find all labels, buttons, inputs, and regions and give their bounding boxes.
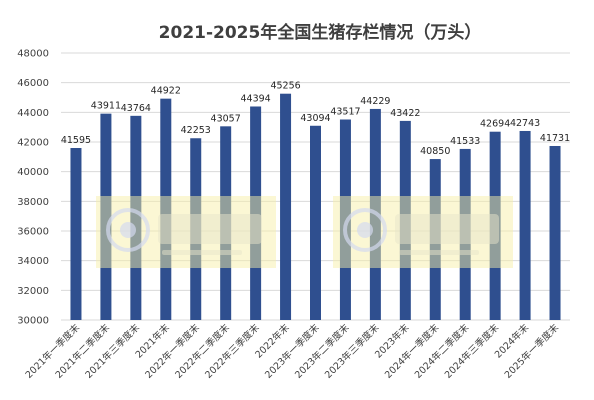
x-tick-label: 2024年三季度末 bbox=[442, 321, 502, 381]
bar bbox=[250, 106, 262, 320]
x-tick-label: 2024年二季度末 bbox=[412, 321, 472, 381]
bar bbox=[70, 148, 82, 320]
y-tick-label: 48000 bbox=[17, 49, 49, 60]
data-label: 43911 bbox=[91, 101, 121, 112]
x-tick-label: 2023年一季度末 bbox=[262, 321, 322, 381]
bar bbox=[130, 115, 142, 320]
bar bbox=[339, 119, 351, 320]
x-tick-label: 2025年一季度末 bbox=[502, 321, 562, 381]
x-tick-label: 2021年一季度末 bbox=[23, 321, 83, 381]
data-label: 42743 bbox=[510, 118, 540, 129]
bar bbox=[310, 125, 321, 320]
data-label: 45256 bbox=[270, 81, 300, 92]
y-tick-label: 42000 bbox=[17, 138, 49, 149]
x-tick-label: 2024年一季度末 bbox=[382, 321, 442, 381]
y-tick-label: 34000 bbox=[17, 256, 49, 267]
bar bbox=[100, 113, 112, 320]
x-tick-label: 2023年二季度末 bbox=[292, 321, 352, 381]
y-tick-label: 38000 bbox=[17, 197, 49, 208]
data-label: 43517 bbox=[330, 106, 360, 117]
bar bbox=[549, 145, 561, 320]
bar bbox=[280, 93, 292, 320]
x-tick-label: 2021年三季度末 bbox=[83, 321, 143, 381]
data-label: 43422 bbox=[390, 108, 420, 119]
data-label: 43094 bbox=[300, 113, 330, 124]
watermark-logo bbox=[96, 196, 276, 268]
data-label: 42253 bbox=[181, 125, 211, 136]
x-tick-label: 2021年二季度末 bbox=[53, 321, 113, 381]
data-label: 43764 bbox=[121, 103, 151, 114]
y-tick-label: 30000 bbox=[17, 316, 49, 327]
data-label: 44229 bbox=[360, 96, 390, 107]
x-tick-label: 2022年三季度末 bbox=[203, 321, 263, 381]
y-tick-label: 44000 bbox=[17, 108, 49, 119]
y-tick-label: 32000 bbox=[17, 286, 49, 297]
watermarks bbox=[96, 196, 513, 268]
chart-title: 2021-2025年全国生猪存栏情况（万头） bbox=[159, 22, 482, 43]
bar bbox=[519, 130, 531, 320]
data-label: 43057 bbox=[211, 113, 241, 124]
x-tick-label: 2022年一季度末 bbox=[143, 321, 203, 381]
y-tick-label: 36000 bbox=[17, 227, 49, 238]
data-label: 40850 bbox=[420, 146, 450, 157]
y-tick-label: 46000 bbox=[17, 78, 49, 89]
data-label: 42694 bbox=[480, 119, 510, 130]
y-axis-tick-labels: 30000 32000 34000 36000 38000 40000 42000 44000… bbox=[17, 49, 49, 327]
data-label: 41533 bbox=[450, 136, 480, 147]
x-tick-label: 2022年二季度末 bbox=[173, 321, 233, 381]
watermark-logo bbox=[333, 196, 513, 268]
x-tick-label: 2023年三季度末 bbox=[322, 321, 382, 381]
data-label: 41595 bbox=[61, 135, 91, 146]
data-label: 41731 bbox=[540, 133, 570, 144]
x-axis-tick-labels: 2021年一季度末2021年二季度末2021年三季度末2021年末2022年一季… bbox=[23, 321, 562, 381]
bar bbox=[160, 98, 172, 320]
data-label: 44922 bbox=[151, 86, 181, 97]
y-tick-label: 40000 bbox=[17, 167, 49, 178]
data-label: 44394 bbox=[241, 93, 271, 104]
